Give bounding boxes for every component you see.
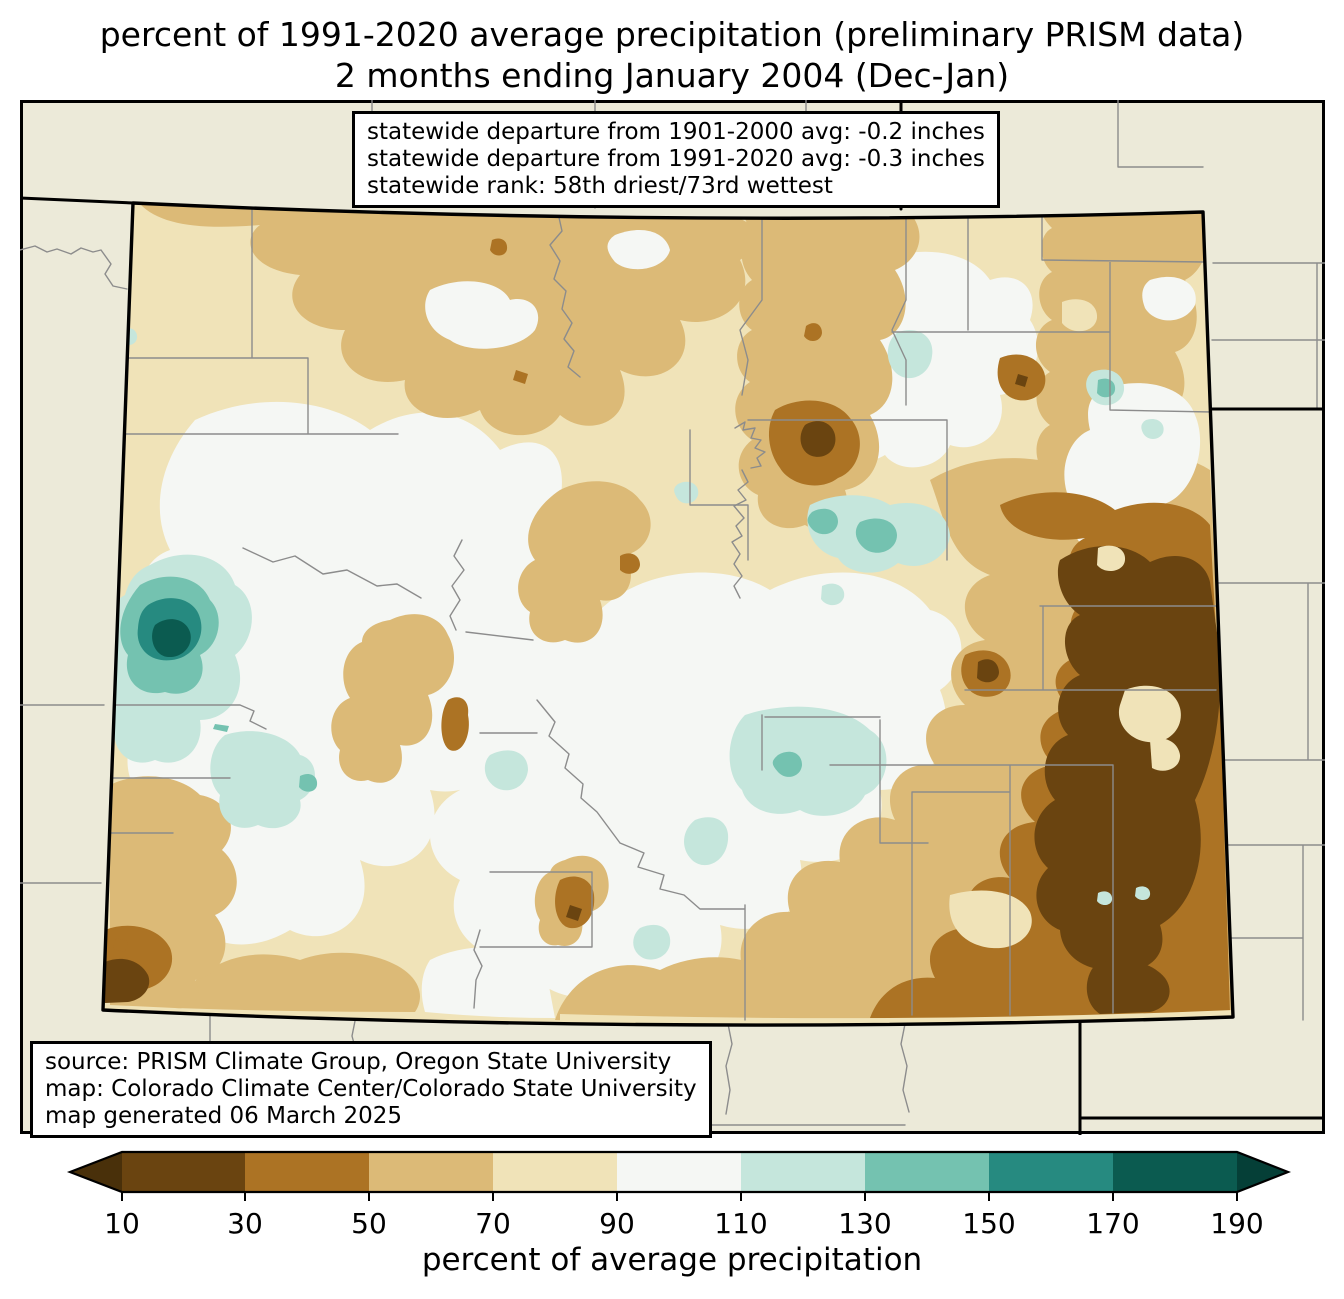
colorbar: 10 30 50 70 90 110 130 150 170 190	[66, 1150, 1292, 1240]
tick-label-70: 70	[475, 1207, 511, 1240]
stats-line-1: statewide departure from 1901-2000 avg: …	[367, 119, 985, 145]
stats-line-3: statewide rank: 58th driest/73rd wettest	[367, 173, 833, 199]
colorbar-segments	[70, 1152, 1288, 1192]
colorbar-over-arrow	[1237, 1152, 1288, 1192]
precip-contours	[103, 203, 1233, 1026]
tick-label-150: 150	[962, 1207, 1015, 1240]
colorbar-tick-labels: 10 30 50 70 90 110 130 150 170 190	[104, 1207, 1264, 1240]
stats-line-2: statewide departure from 1991-2020 avg: …	[367, 146, 985, 172]
colorbar-ticks	[121, 1192, 1238, 1201]
colorado-county-lines	[104, 206, 1217, 1021]
tick-label-130: 130	[838, 1207, 891, 1240]
tick-label-10: 10	[104, 1207, 140, 1240]
map-title-line2: 2 months ending January 2004 (Dec-Jan)	[334, 56, 1010, 95]
source-line-1: source: PRISM Climate Group, Oregon Stat…	[45, 1049, 672, 1075]
source-line-2: map: Colorado Climate Center/Colorado St…	[45, 1076, 697, 1102]
tick-label-50: 50	[351, 1207, 387, 1240]
tick-label-90: 90	[599, 1207, 635, 1240]
colorbar-caption: percent of average precipitation	[421, 1242, 923, 1278]
tick-label-190: 190	[1210, 1207, 1263, 1240]
tick-label-110: 110	[714, 1207, 767, 1240]
source-box: source: PRISM Climate Group, Oregon Stat…	[30, 1041, 712, 1138]
colorbar-under-arrow	[70, 1152, 122, 1192]
colorado-state-border	[101, 201, 1235, 1027]
denver-metro-boundaries	[731, 421, 766, 599]
colorado-precipitation-map	[20, 100, 1325, 1135]
tick-label-170: 170	[1086, 1207, 1139, 1240]
stats-box: statewide departure from 1901-2000 avg: …	[352, 111, 1000, 208]
map-title: percent of 1991-2020 average precipitati…	[0, 14, 1344, 96]
source-line-3: map generated 06 March 2025	[45, 1103, 403, 1129]
map-title-line1: percent of 1991-2020 average precipitati…	[99, 15, 1245, 54]
tick-label-30: 30	[227, 1207, 263, 1240]
